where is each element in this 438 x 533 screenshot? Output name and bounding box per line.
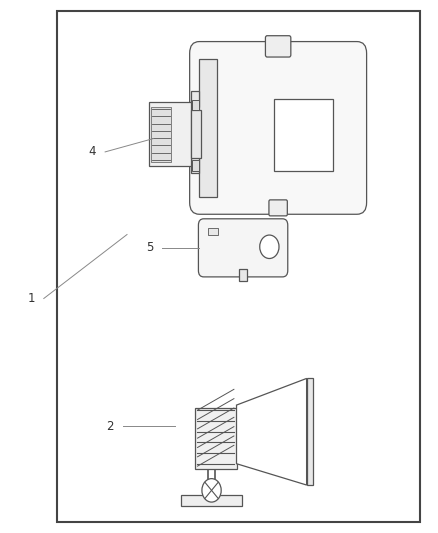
Circle shape [202, 479, 221, 502]
Text: 2: 2 [106, 420, 114, 433]
Text: 5: 5 [146, 241, 153, 254]
Bar [195, 408, 237, 469]
Bar [191, 91, 199, 107]
Bar [149, 102, 191, 166]
Bar [307, 378, 313, 485]
Polygon shape [237, 378, 307, 485]
Text: 4: 4 [89, 146, 96, 158]
Bar [192, 160, 199, 171]
Bar [274, 99, 333, 171]
Circle shape [260, 235, 279, 259]
Bar [239, 269, 247, 281]
Bar [191, 157, 199, 173]
FancyBboxPatch shape [269, 200, 287, 216]
Bar [208, 228, 218, 235]
Bar [199, 59, 217, 197]
FancyBboxPatch shape [198, 219, 288, 277]
FancyBboxPatch shape [190, 42, 367, 214]
Bar [191, 110, 201, 158]
Text: 1: 1 [28, 292, 35, 305]
Bar [181, 495, 242, 506]
FancyBboxPatch shape [265, 36, 291, 57]
Bar [192, 100, 199, 110]
Bar [57, 11, 420, 522]
Bar [151, 107, 171, 162]
